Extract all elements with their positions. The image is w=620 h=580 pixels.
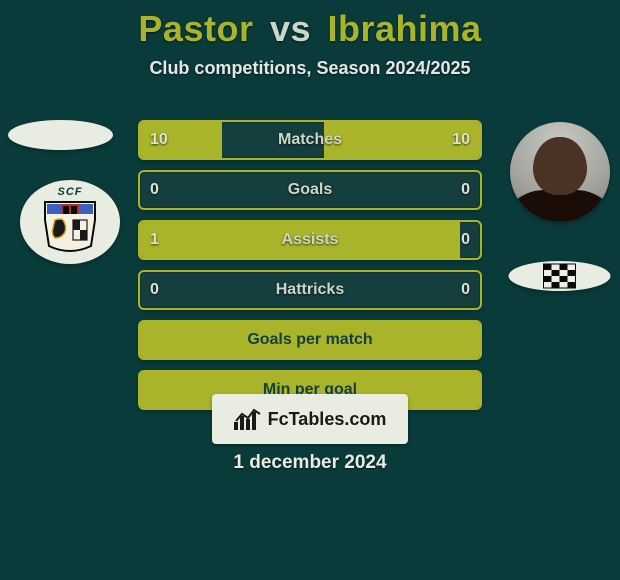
player-left-name: Pastor	[138, 8, 253, 49]
stat-label: Goals per match	[140, 322, 480, 358]
player-left-avatar-placeholder	[8, 120, 113, 150]
club-badge-shield-icon	[41, 200, 99, 254]
fctables-logo-icon	[234, 408, 262, 430]
fctables-text: FcTables.com	[268, 409, 387, 430]
stat-bar-goals-per-match: Goals per match	[138, 320, 482, 360]
stat-bar-hattricks: 00Hattricks	[138, 270, 482, 310]
stat-bar-matches: 1010Matches	[138, 120, 482, 160]
player-right-club-badge	[507, 260, 612, 292]
vs-word: vs	[270, 8, 311, 49]
stat-label: Goals	[140, 172, 480, 208]
stat-label: Matches	[140, 122, 480, 158]
date-text: 1 december 2024	[0, 452, 620, 474]
player-right-name: Ibrahima	[328, 8, 482, 49]
stat-bar-goals: 00Goals	[138, 170, 482, 210]
comparison-title: Pastor vs Ibrahima	[0, 0, 620, 50]
subtitle: Club competitions, Season 2024/2025	[0, 58, 620, 79]
player-right-avatar	[510, 122, 610, 222]
stats-bars: 1010Matches 00Goals 10Assists 00Hattricks Go…	[138, 120, 482, 420]
stat-bar-assists: 10Assists	[138, 220, 482, 260]
stat-label: Hattricks	[140, 272, 480, 308]
player-left-club-badge: SCF	[20, 180, 120, 264]
stat-label: Assists	[140, 222, 480, 258]
club-badge-acronym: SCF	[20, 186, 120, 198]
fctables-attribution: FcTables.com	[212, 394, 408, 444]
